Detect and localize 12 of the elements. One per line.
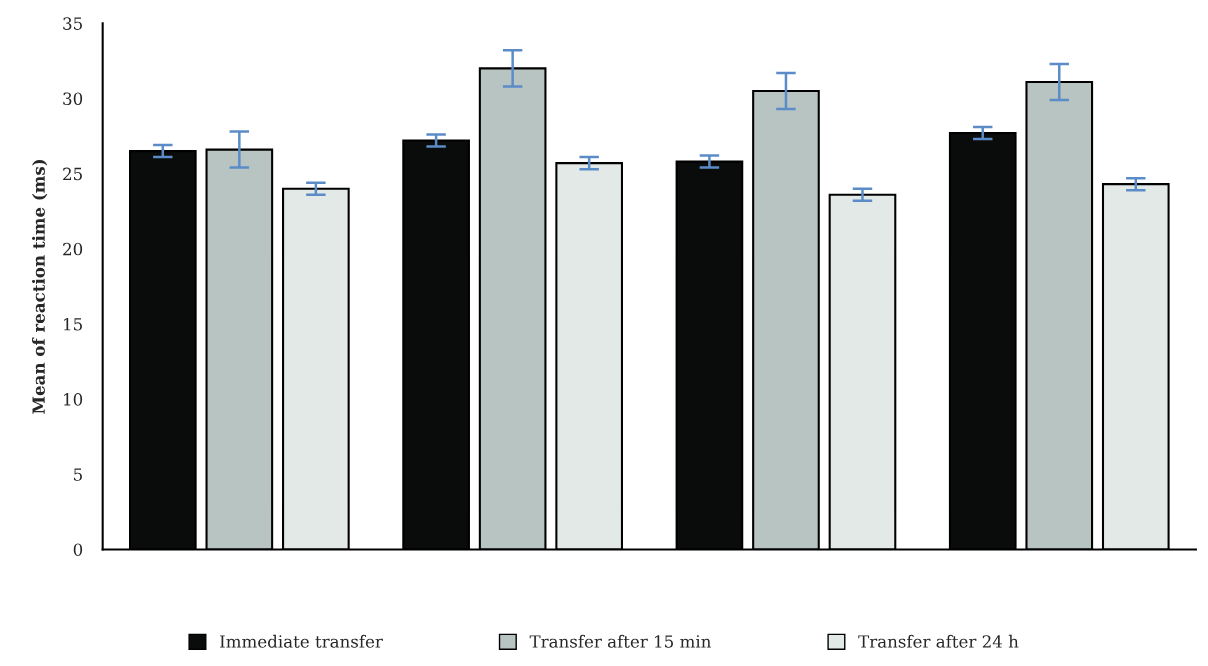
y-tick-label: 15 <box>64 317 82 331</box>
y-axis-title: Mean of reaction time (ms) <box>32 159 48 414</box>
legend-label: Transfer after 15 min <box>529 634 711 648</box>
legend-label: Immediate transfer <box>220 634 383 648</box>
y-tick-label: 20 <box>63 242 83 256</box>
y-tick-label: 30 <box>63 92 83 106</box>
legend-label: Transfer after 24 h <box>858 634 1019 648</box>
y-tick-label: 5 <box>74 468 82 481</box>
y-tick-label: 10 <box>64 393 83 406</box>
y-tick-label: 0 <box>73 543 83 557</box>
y-tick-label: 35 <box>63 17 82 30</box>
y-tick-label: 25 <box>63 167 82 181</box>
